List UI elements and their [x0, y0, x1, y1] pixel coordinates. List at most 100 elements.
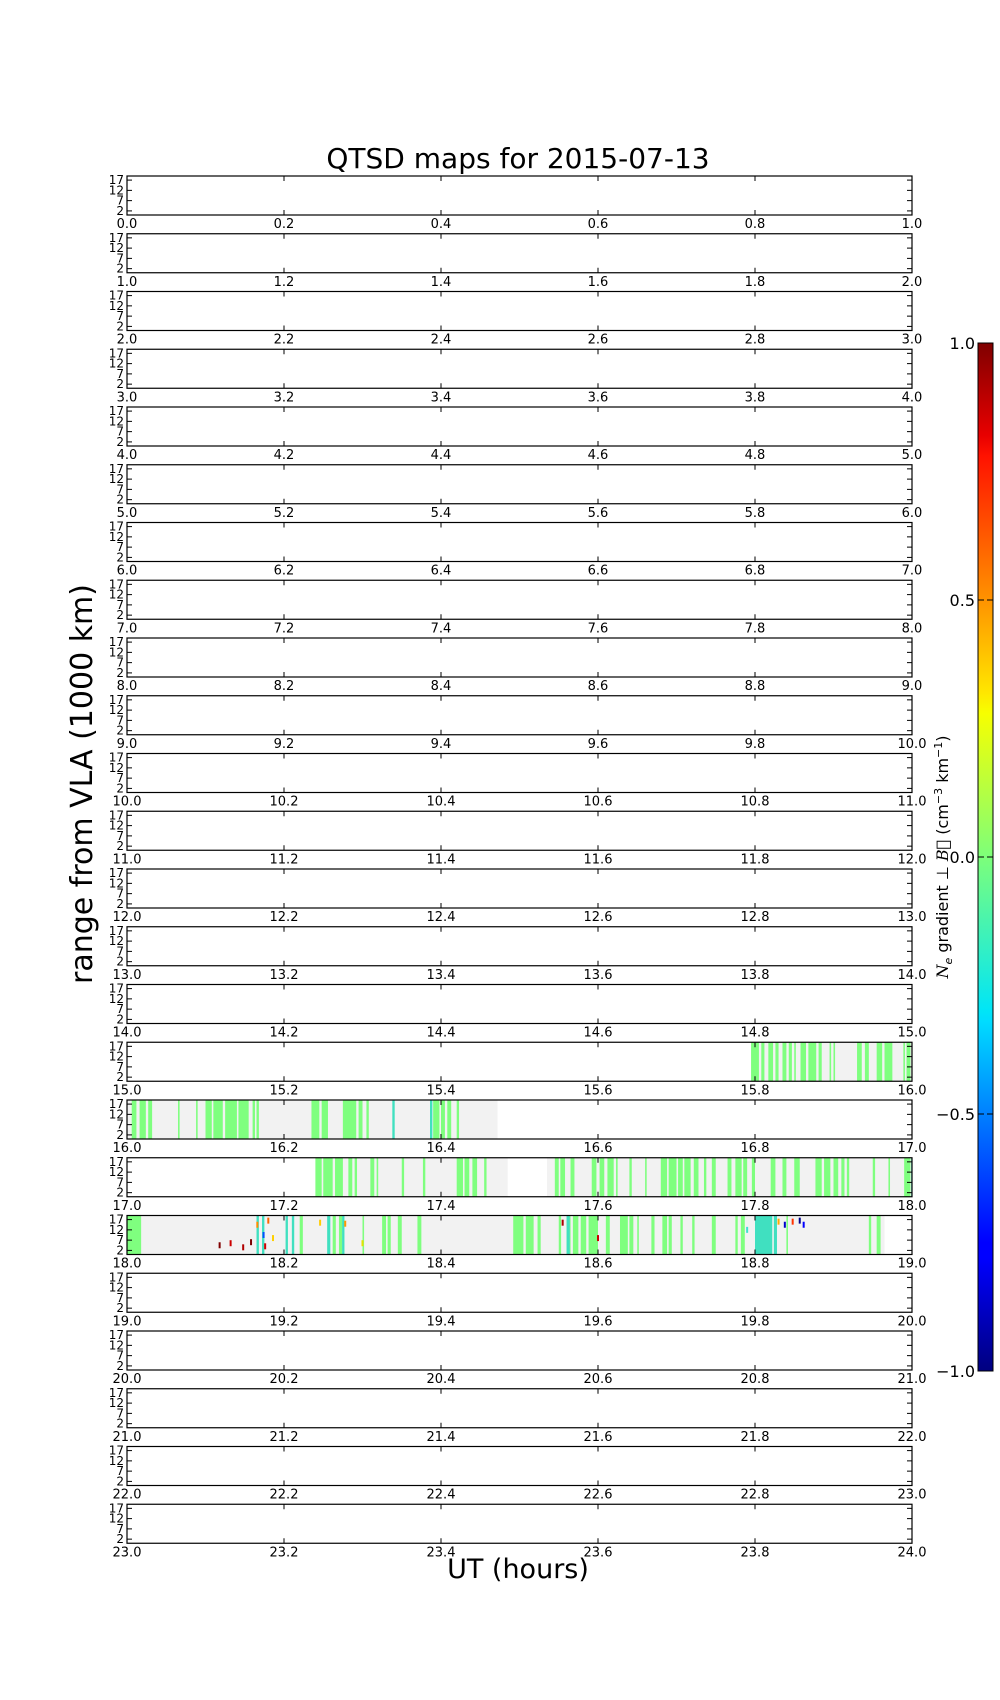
data-stripe-cyan	[773, 1215, 777, 1255]
x-tick-label: 22.6	[584, 1488, 613, 1503]
data-stripe	[580, 1215, 587, 1255]
x-tick-label: 7.2	[274, 621, 295, 636]
x-tick-label: 13.0	[113, 968, 142, 983]
x-tick-label: 15.6	[584, 1083, 613, 1098]
data-stripe	[857, 1042, 862, 1082]
y-tick-label: 7	[116, 194, 124, 208]
y-tick-label: 7	[116, 1175, 124, 1189]
x-tick-label: 16.8	[741, 1141, 770, 1156]
y-tick-label: 7	[116, 367, 124, 381]
y-tick-label: 7	[116, 1349, 124, 1363]
y-tick-label: 2	[116, 1474, 124, 1488]
x-tick-label: 17.4	[427, 1199, 456, 1214]
data-stripe	[139, 1100, 146, 1139]
x-tick-label: 19.2	[270, 1314, 299, 1329]
data-stripe	[788, 1042, 792, 1082]
panel-frame	[126, 521, 913, 563]
data-stripe	[342, 1100, 357, 1139]
x-tick-label: 24.0	[898, 1545, 927, 1560]
x-tick-label: 0.0	[117, 217, 138, 232]
data-stripe	[668, 1215, 672, 1255]
x-tick-label: 22.4	[427, 1488, 456, 1503]
data-stripe	[472, 1157, 478, 1197]
x-tick-label: 1.2	[274, 275, 295, 290]
y-axis-label: range from VLA (1000 km)	[65, 584, 100, 984]
panel-frame	[126, 1388, 913, 1429]
x-tick-label: 21.8	[741, 1430, 770, 1445]
data-stripe	[382, 1215, 387, 1255]
x-tick-label: 15.8	[741, 1083, 770, 1098]
y-tick-label: 17	[109, 1155, 124, 1169]
data-stripe	[841, 1157, 845, 1197]
panel-frame	[126, 1503, 913, 1544]
y-tick-label: 17	[109, 520, 124, 534]
data-point	[361, 1240, 364, 1247]
data-stripe	[311, 1100, 320, 1139]
x-tick-label: 3.4	[431, 390, 452, 405]
data-stripe-cyan	[755, 1215, 773, 1255]
x-tick-label: 18.4	[427, 1257, 456, 1272]
y-tick-label: 17	[109, 982, 124, 996]
data-point	[798, 1217, 801, 1224]
x-tick-label: 8.6	[588, 679, 609, 694]
data-stripe	[560, 1157, 566, 1197]
y-tick-label: 17	[109, 924, 124, 938]
y-tick-label: 7	[116, 1118, 124, 1132]
x-tick-label: 2.8	[745, 333, 766, 348]
y-tick-label: 17	[109, 289, 124, 303]
data-stripe	[338, 1215, 343, 1255]
data-stripe	[711, 1157, 716, 1197]
data-stripe	[868, 1215, 872, 1255]
y-tick-label: 2	[116, 319, 124, 333]
y-tick-label: 12	[109, 1165, 124, 1179]
y-tick-label: 17	[109, 1039, 124, 1053]
x-tick-label: 0.6	[588, 217, 609, 232]
x-tick-label: 3.0	[902, 333, 923, 348]
y-tick-label: 12	[109, 183, 124, 197]
data-stripe	[808, 1042, 817, 1082]
data-stripe	[591, 1157, 597, 1197]
x-axis-label: UT (hours)	[447, 1554, 589, 1585]
data-stripe	[178, 1100, 180, 1139]
x-tick-label: 21.6	[584, 1430, 613, 1445]
x-tick-label: 5.2	[274, 506, 295, 521]
panel-frame	[126, 1041, 913, 1082]
data-point	[250, 1239, 253, 1246]
data-stripe	[735, 1215, 738, 1255]
x-tick-label: 12.2	[270, 910, 299, 925]
y-tick-label: 2	[116, 204, 124, 218]
x-tick-label: 7.0	[117, 621, 138, 636]
y-tick-label: 7	[116, 887, 124, 901]
panel-frame	[126, 1445, 913, 1487]
x-tick-label: 1.0	[902, 217, 923, 232]
data-stripe	[815, 1157, 822, 1197]
y-tick-label: 12	[109, 357, 124, 371]
x-tick-label: 2.6	[588, 333, 609, 348]
x-tick-label: 0.4	[431, 217, 452, 232]
x-tick-label: 3.2	[274, 390, 295, 405]
y-tick-label: 12	[109, 645, 124, 659]
chart-title: QTSD maps for 2015-07-13	[326, 142, 709, 175]
x-tick-label: 15.2	[270, 1083, 299, 1098]
data-stripe	[743, 1157, 748, 1197]
panel-frame	[126, 1099, 913, 1140]
x-tick-label: 5.0	[902, 448, 923, 463]
x-tick-label: 9.6	[588, 737, 609, 752]
x-tick-label: 19.0	[113, 1314, 142, 1329]
data-stripe	[358, 1100, 363, 1139]
x-tick-label: 14.6	[584, 1026, 613, 1041]
data-stripe	[782, 1042, 787, 1082]
y-tick-label: 17	[109, 1386, 124, 1400]
x-tick-label: 3.6	[588, 390, 609, 405]
x-tick-label: 22.0	[113, 1488, 142, 1503]
x-tick-label: 6.2	[274, 564, 295, 579]
y-tick-label: 12	[109, 1396, 124, 1410]
x-tick-label: 23.0	[898, 1488, 927, 1503]
y-tick-label: 2	[116, 262, 124, 276]
data-stripe	[651, 1215, 655, 1255]
x-tick-label: 5.6	[588, 506, 609, 521]
x-tick-label: 10.6	[584, 795, 613, 810]
